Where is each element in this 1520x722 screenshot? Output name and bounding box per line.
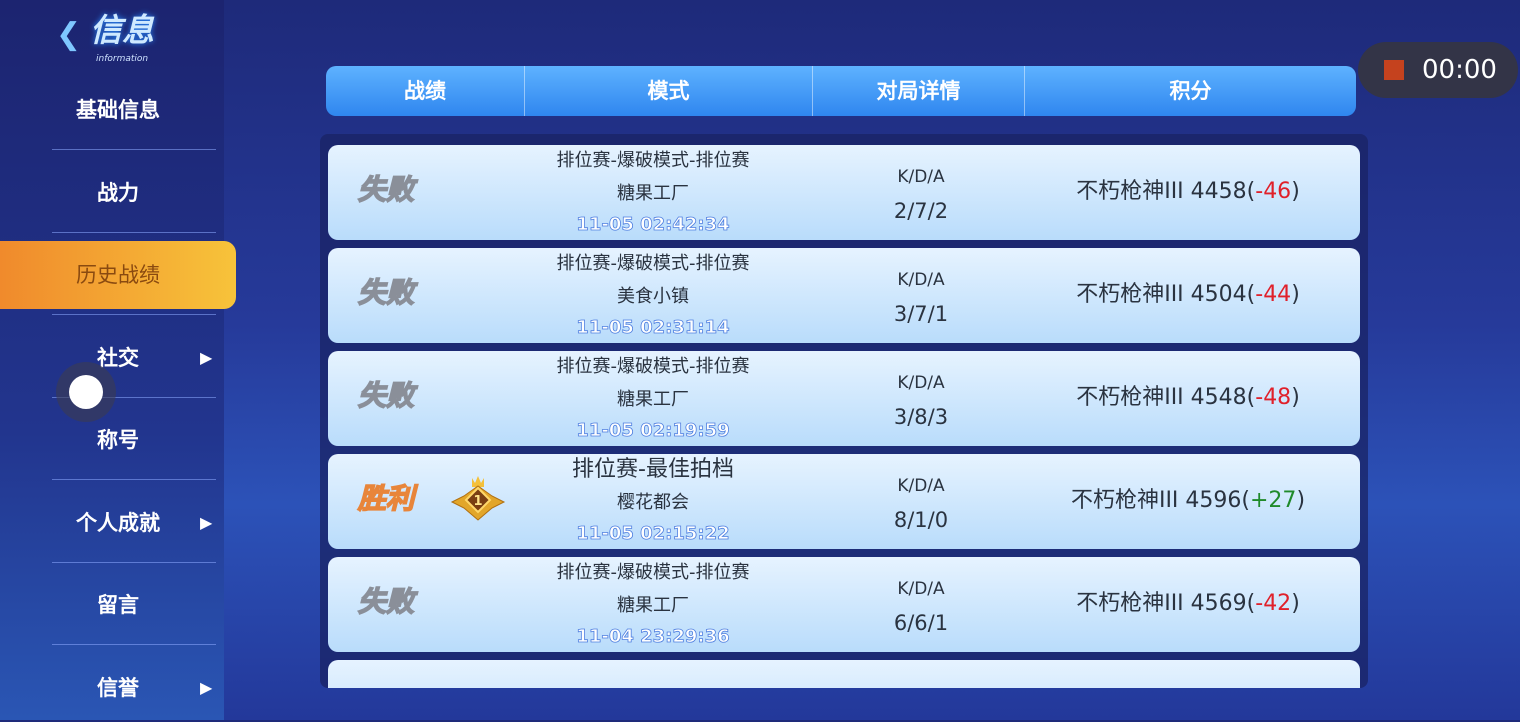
sidebar-item-6[interactable]: 留言 — [0, 571, 236, 639]
match-row[interactable]: 失败 排位赛-爆破模式-排位赛 糖果工厂 11-05 02:42:34 K/D/A… — [328, 145, 1360, 240]
sidebar-item-label: 战力 — [97, 180, 139, 205]
recorder-time: 00:00 — [1422, 55, 1497, 85]
sidebar-divider — [52, 644, 216, 645]
logo-subtitle: information — [96, 54, 149, 64]
arrow-right-icon: ▶ — [200, 677, 213, 697]
match-row[interactable]: 失败 排位赛-爆破模式-排位赛 糖果工厂 11-04 23:29:36 K/D/A… — [328, 557, 1360, 652]
match-row[interactable]: 胜利 1 排位赛-最佳拍档 樱花都会 11-05 02:15:22 K/D/A 8/… — [328, 454, 1360, 549]
rank-name-score: 不朽枪神III 4458 — [1076, 179, 1247, 204]
result-badge: 失败 — [357, 275, 415, 310]
sidebar-item-2[interactable]: 历史战绩 — [0, 241, 236, 309]
result-badge: 胜利 — [357, 481, 415, 516]
match-time: 11-05 02:42:34 — [576, 214, 730, 236]
match-mode: 排位赛-爆破模式-排位赛 — [556, 356, 750, 377]
kda-label: K/D/A — [897, 579, 945, 599]
sidebar-item-label: 基础信息 — [76, 98, 160, 122]
match-map: 糖果工厂 — [617, 183, 689, 204]
match-time: 11-05 02:19:59 — [576, 420, 730, 442]
sidebar-item-label: 个人成就 — [76, 510, 160, 535]
kda-value: 8/1/0 — [893, 508, 949, 532]
back-chevron-icon: ❮ — [56, 17, 82, 52]
back-button[interactable]: ❮ 信息 information — [56, 10, 196, 70]
match-mode: 排位赛-爆破模式-排位赛 — [556, 562, 750, 583]
rank-name-score: 不朽枪神III 4548 — [1076, 385, 1247, 410]
rank-score: 不朽枪神III 4569(-42) — [1076, 591, 1300, 616]
sidebar-item-3[interactable]: 社交 ▶ — [0, 324, 236, 392]
sidebar-divider — [52, 314, 216, 315]
rank-name-score: 不朽枪神III 4569 — [1076, 591, 1247, 616]
kda-label: K/D/A — [897, 270, 945, 290]
stop-icon[interactable] — [1384, 60, 1404, 80]
match-mode: 排位赛-爆破模式-排位赛 — [556, 253, 750, 274]
sidebar-divider — [52, 231, 216, 233]
match-map: 糖果工厂 — [617, 389, 689, 410]
sidebar-divider — [52, 149, 216, 150]
score-delta: -44 — [1255, 282, 1292, 307]
match-time: 11-05 02:15:22 — [576, 523, 730, 545]
kda-label: K/D/A — [897, 373, 945, 393]
sidebar-item-label: 历史战绩 — [76, 263, 160, 287]
sidebar-item-label: 称号 — [97, 428, 139, 452]
match-map: 美食小镇 — [617, 286, 689, 307]
table-header: 战绩 模式 对局详情 积分 — [326, 66, 1356, 116]
kda-value: 6/6/1 — [893, 611, 949, 635]
sidebar-item-label: 信誉 — [97, 675, 139, 700]
score-delta: -42 — [1255, 591, 1292, 616]
rank-score: 不朽枪神III 4458(-46) — [1076, 179, 1300, 204]
sidebar-item-label: 社交 — [97, 345, 139, 370]
match-row[interactable]: 失败 排位赛-爆破模式-排位赛 糖果工厂 11-05 02:19:59 K/D/A… — [328, 351, 1360, 446]
sidebar: ❮ 信息 information 基础信息 战力 历史战绩 社交 ▶ 称号 个人成就 ▶ 留言信… — [0, 0, 236, 720]
header-match-details: 对局详情 — [813, 66, 1025, 116]
match-mode: 排位赛-最佳拍档 — [572, 457, 734, 482]
result-badge: 失败 — [357, 584, 415, 619]
logo-title: 信息 — [90, 11, 155, 49]
kda-value: 3/7/1 — [893, 302, 949, 326]
rank-name-score: 不朽枪神III 4504 — [1076, 282, 1247, 307]
sidebar-item-1[interactable]: 战力 — [0, 159, 236, 227]
mvp-medal-icon: 1 — [450, 476, 506, 521]
match-mode: 排位赛-爆破模式-排位赛 — [556, 150, 750, 171]
match-time: 11-04 23:29:36 — [576, 626, 730, 648]
arrow-right-icon: ▶ — [200, 512, 213, 532]
sidebar-item-0[interactable]: 基础信息 — [0, 76, 236, 144]
kda-value: 2/7/2 — [893, 199, 949, 223]
sidebar-item-4[interactable]: 称号 — [0, 406, 236, 474]
rank-score: 不朽枪神III 4504(-44) — [1076, 282, 1300, 307]
match-map: 糖果工厂 — [617, 595, 689, 616]
sidebar-divider — [52, 479, 216, 480]
rank-score: 不朽枪神III 4596(+27) — [1070, 488, 1306, 513]
screen-recorder[interactable]: 00:00 — [1358, 42, 1518, 98]
match-row-partial[interactable] — [328, 660, 1360, 688]
header-result: 战绩 — [326, 66, 525, 116]
header-score: 积分 — [1169, 79, 1212, 103]
match-row[interactable]: 失败 排位赛-爆破模式-排位赛 美食小镇 11-05 02:31:14 K/D/A… — [328, 248, 1360, 343]
circle-icon — [69, 375, 103, 409]
score-delta: -48 — [1255, 385, 1292, 410]
sidebar-divider — [52, 561, 216, 563]
kda-value: 3/8/3 — [893, 405, 949, 429]
kda-label: K/D/A — [897, 167, 945, 187]
medal-rank: 1 — [473, 494, 482, 509]
match-history-list[interactable]: 失败 排位赛-爆破模式-排位赛 糖果工厂 11-05 02:42:34 K/D/A… — [320, 134, 1368, 688]
score-delta: +27 — [1250, 488, 1297, 513]
arrow-right-icon: ▶ — [200, 347, 213, 367]
match-time: 11-05 02:31:14 — [576, 317, 730, 339]
sidebar-item-7[interactable]: 信誉 ▶ — [0, 654, 236, 722]
result-badge: 失败 — [357, 378, 415, 413]
sidebar-item-5[interactable]: 个人成就 ▶ — [0, 489, 236, 557]
kda-label: K/D/A — [897, 476, 945, 496]
header-mode: 模式 — [525, 66, 813, 116]
floating-assistant-button[interactable] — [56, 362, 116, 422]
sidebar-divider — [52, 396, 216, 398]
match-map: 樱花都会 — [617, 492, 689, 513]
rank-score: 不朽枪神III 4548(-48) — [1076, 385, 1300, 410]
rank-name-score: 不朽枪神III 4596 — [1070, 488, 1242, 513]
score-delta: -46 — [1255, 179, 1292, 204]
result-badge: 失败 — [357, 172, 415, 207]
sidebar-item-label: 留言 — [97, 593, 139, 617]
